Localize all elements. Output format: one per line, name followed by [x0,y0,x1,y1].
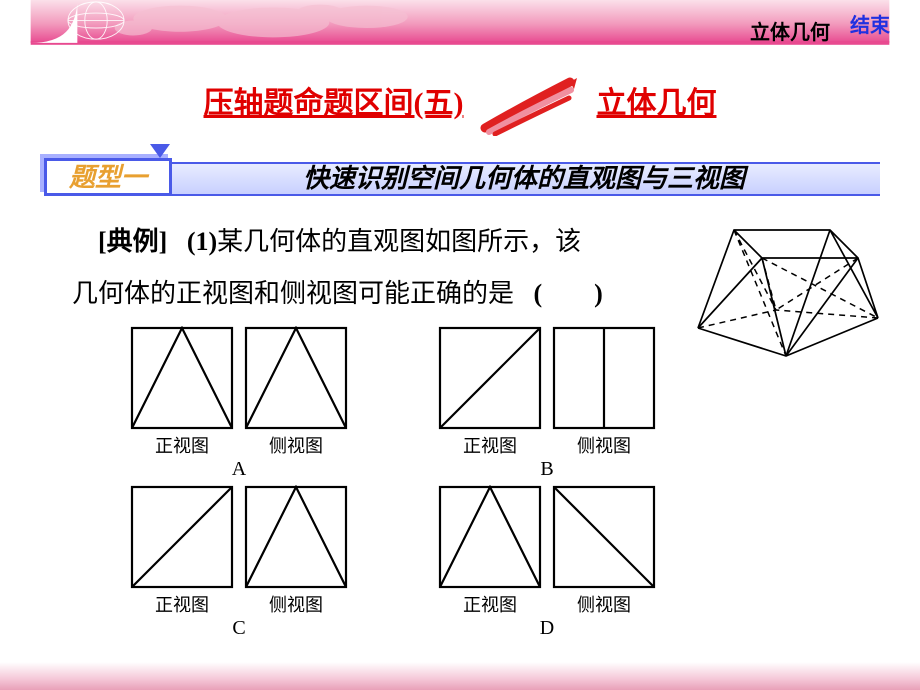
header-labels: 立体几何 结束 [750,16,890,45]
d-front-label: 正视图 [463,591,517,617]
title-row: 压轴题命题区间(五) 立体几何 [0,76,920,136]
banner-triangle-icon [150,144,170,158]
problem-line1: 某几何体的直观图如图所示，该 [217,227,581,256]
example-tag: [典例] [98,227,167,256]
section-heading: 快速识别空间几何体的直观图与三视图 [168,162,880,196]
option-a-letter: A [232,458,246,481]
options-row-2: 正视图 侧视图 C [130,485,790,640]
option-d: 正视图 侧视图 D [438,485,656,640]
b-front-label: 正视图 [463,432,517,458]
option-b: 正视图 侧视图 B [438,326,656,481]
a-front-view [130,326,234,430]
header-end: 结束 [850,16,890,45]
options-grid: 正视图 侧视图 A [130,326,790,644]
section-tag: 题型一 [44,158,172,196]
a-side-view [244,326,348,430]
option-d-letter: D [540,617,554,640]
option-b-letter: B [540,458,553,481]
b-front-view [438,326,542,430]
option-a: 正视图 侧视图 A [130,326,348,481]
swoosh-icon [475,76,585,136]
section-banner: 题型一 快速识别空间几何体的直观图与三视图 [40,154,880,200]
options-row-1: 正视图 侧视图 A [130,326,790,481]
c-side-view [244,485,348,589]
d-front-view [438,485,542,589]
c-front-label: 正视图 [155,591,209,617]
d-side-label: 侧视图 [577,591,631,617]
option-c: 正视图 侧视图 C [130,485,348,640]
option-c-letter: C [232,617,245,640]
c-side-label: 侧视图 [269,591,323,617]
bottom-band [0,662,920,690]
a-side-label: 侧视图 [269,432,323,458]
problem-number: (1) [187,227,217,256]
slide: 立体几何 结束 压轴题命题区间(五) 立体几何 题型一 快速识别空间几何体的直观… [0,0,920,690]
a-front-label: 正视图 [155,432,209,458]
c-front-view [130,485,234,589]
problem-paren: ( ) [534,279,603,308]
title-left: 压轴题命题区间(五) [204,87,464,120]
problem-line2: 几何体的正视图和侧视图可能正确的是 [72,279,514,308]
header-chapter: 立体几何 [750,16,830,45]
b-side-label: 侧视图 [577,432,631,458]
b-side-view [552,326,656,430]
header-bar: 立体几何 结束 [0,0,920,56]
title-right: 立体几何 [596,87,716,120]
d-side-view [552,485,656,589]
problem-text: [典例] (1)某几何体的直观图如图所示，该 几何体的正视图和侧视图可能正确的是… [72,216,632,320]
